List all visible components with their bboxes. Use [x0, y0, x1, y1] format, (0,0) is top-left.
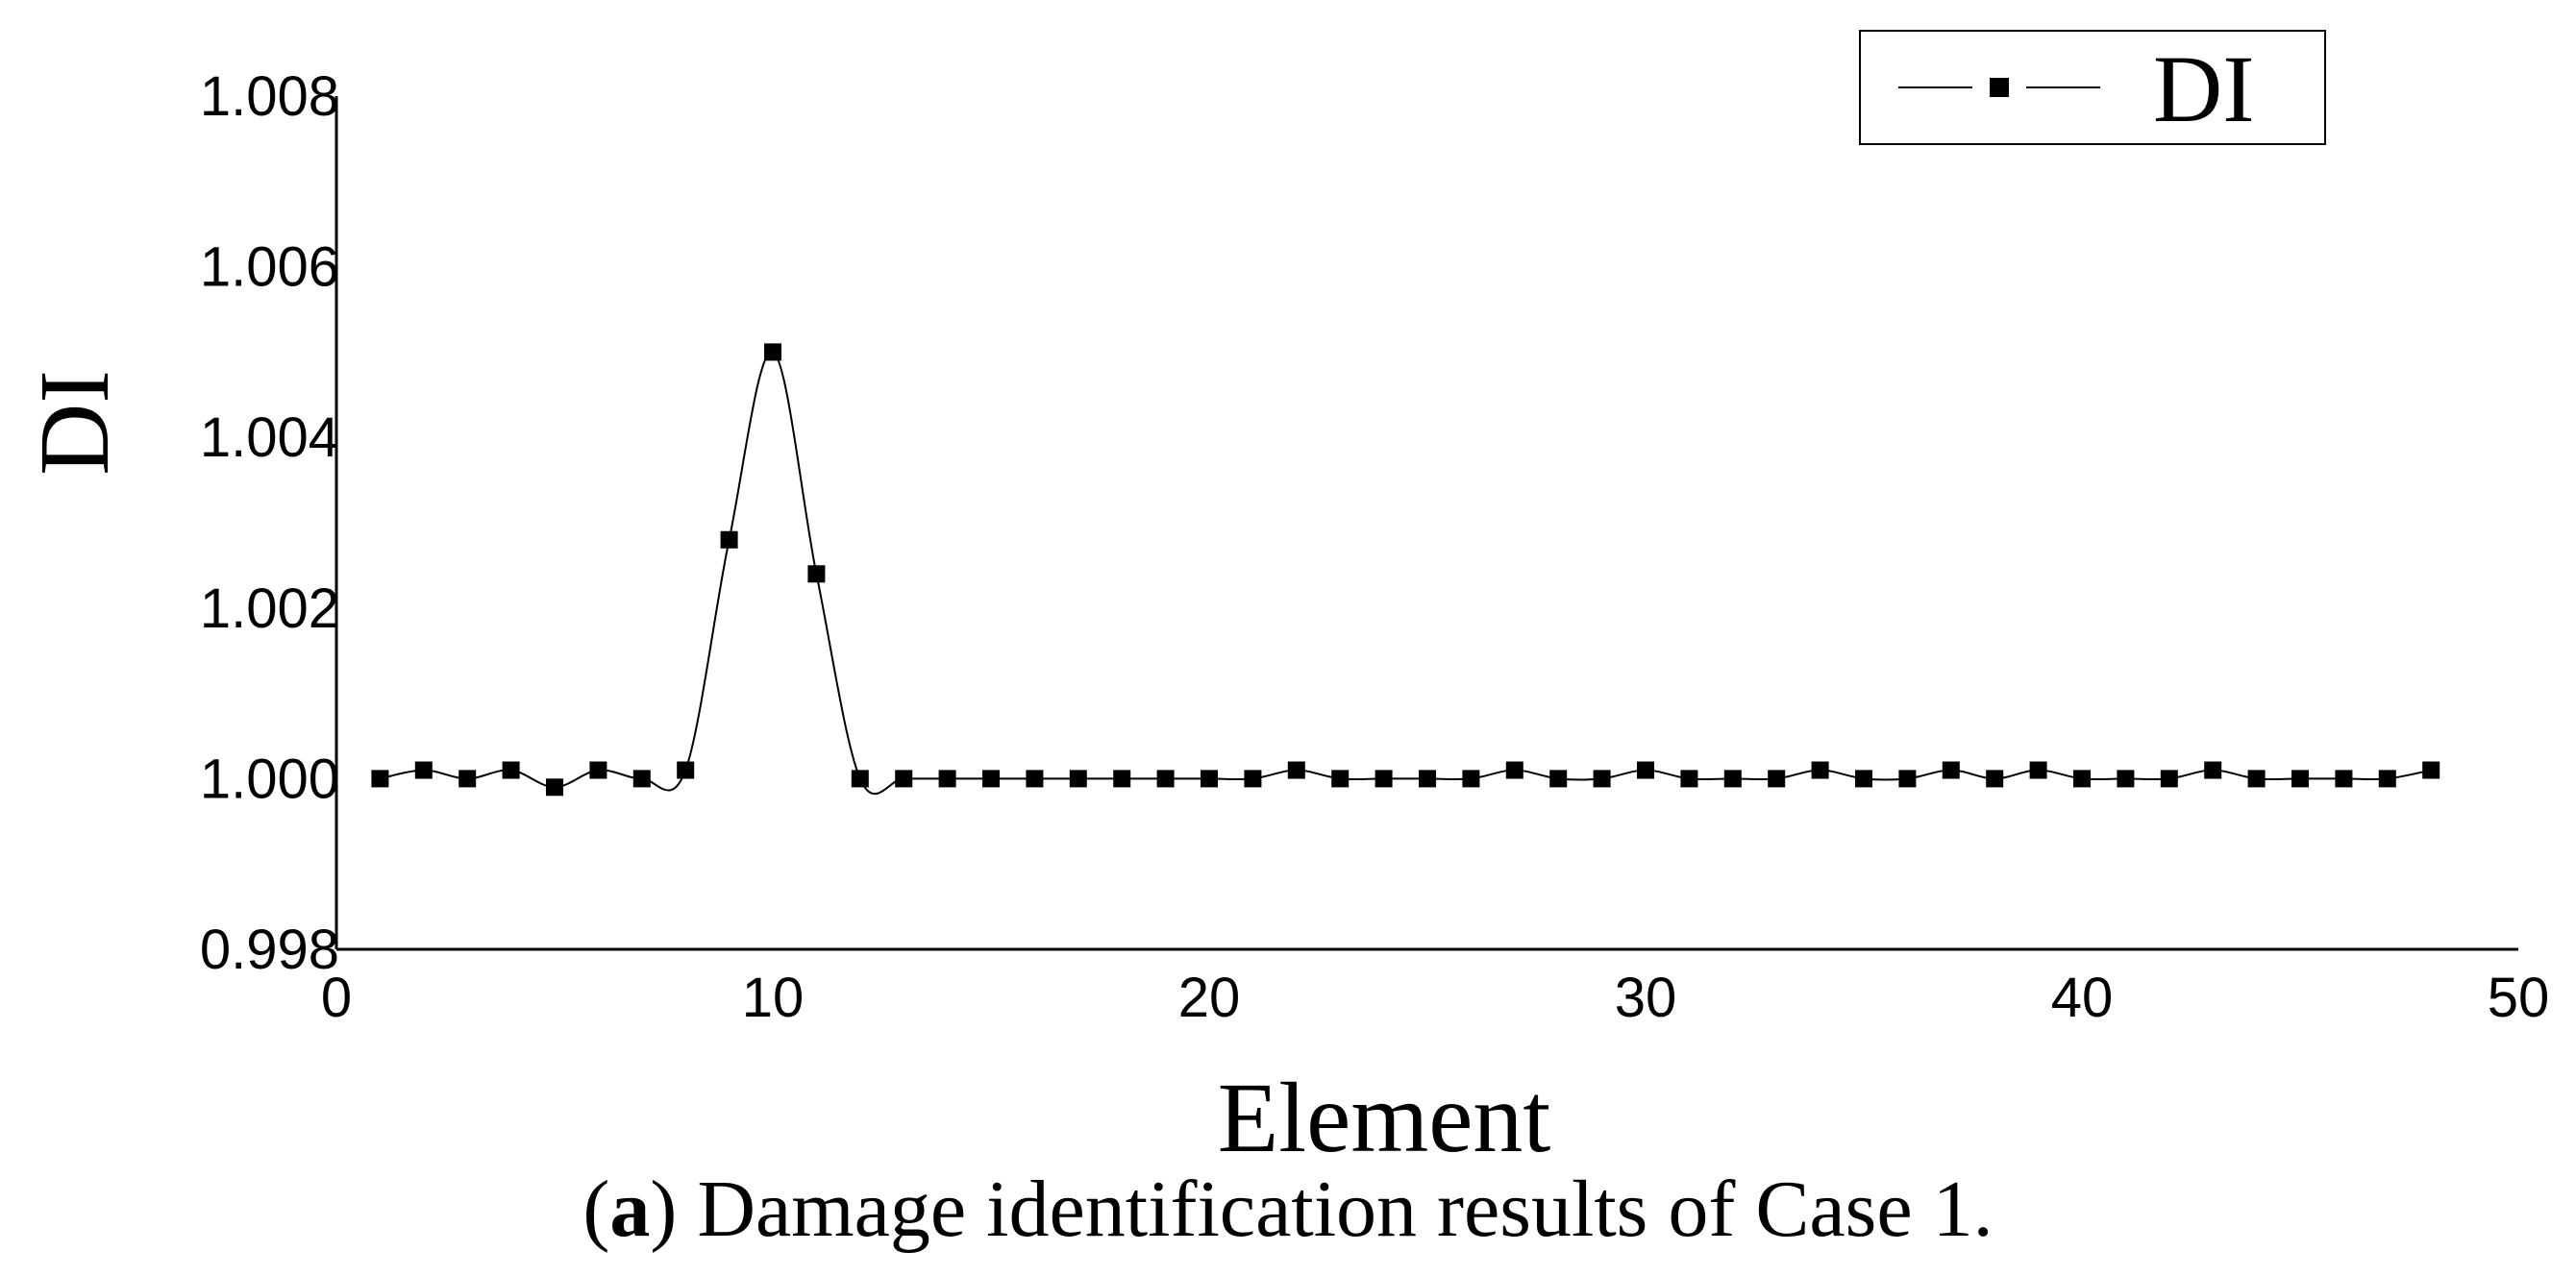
data-point-marker: [851, 770, 869, 788]
data-point-marker: [1462, 770, 1480, 788]
data-point-marker: [1244, 770, 1262, 788]
data-point-marker: [1811, 761, 1829, 779]
x-tick-label: 30: [1615, 967, 1677, 1029]
data-point-marker: [677, 761, 695, 779]
data-point-marker: [982, 770, 1000, 788]
data-point-marker: [502, 761, 520, 779]
data-point-marker: [1026, 770, 1044, 788]
data-point-marker: [1768, 770, 1786, 788]
series-line-di: [380, 351, 2432, 796]
series-markers: [371, 343, 2440, 797]
data-point-marker: [2160, 770, 2178, 788]
x-tick-label: 10: [742, 967, 805, 1029]
data-point-marker: [1723, 770, 1742, 788]
data-point-marker: [1113, 770, 1131, 788]
data-point-marker: [1898, 770, 1917, 788]
data-point-marker: [895, 770, 913, 788]
data-point-marker: [1505, 761, 1523, 779]
data-point-marker: [1156, 770, 1175, 788]
data-point-marker: [1419, 770, 1436, 788]
data-point-marker: [1942, 761, 1960, 779]
data-point-marker: [1201, 770, 1218, 788]
data-point-marker: [2073, 770, 2091, 788]
data-point-marker: [1593, 770, 1611, 788]
data-point-marker: [1331, 770, 1350, 788]
data-point-marker: [1855, 770, 1872, 788]
y-tick-label: 1.008: [200, 65, 339, 128]
x-tick-label: 0: [321, 967, 352, 1029]
legend-marker: [1990, 78, 2009, 97]
y-tick-label: 1.004: [200, 406, 339, 469]
x-axis-title: Element: [1218, 1063, 1551, 1173]
caption-open-paren: (: [582, 1165, 610, 1254]
data-point-marker: [414, 761, 433, 779]
data-point-marker: [720, 530, 738, 549]
data-point-marker: [1680, 770, 1698, 788]
data-point-marker: [2378, 770, 2396, 788]
axes: [334, 96, 2518, 951]
data-point-marker: [2117, 770, 2135, 788]
data-point-marker: [1637, 761, 1654, 779]
caption-label: a: [609, 1165, 651, 1254]
legend: DI: [1859, 30, 2326, 145]
data-point-marker: [2247, 770, 2266, 788]
data-point-marker: [2335, 770, 2353, 788]
y-tick-label: 1.006: [200, 236, 339, 299]
y-axis-title: DI: [19, 370, 130, 476]
y-tick-label: 0.998: [200, 919, 339, 981]
data-point-marker: [807, 565, 826, 583]
data-point-marker: [2422, 761, 2440, 779]
y-tick-label: 1.000: [200, 748, 339, 810]
data-point-marker: [1549, 770, 1568, 788]
caption-text: ) Damage identification results of Case …: [650, 1165, 1994, 1254]
data-point-marker: [1069, 770, 1087, 788]
data-point-marker: [2029, 761, 2047, 779]
data-point-marker: [764, 343, 781, 361]
data-point-marker: [546, 778, 563, 797]
x-tick-label: 40: [2051, 967, 2114, 1029]
data-point-marker: [1287, 761, 1305, 779]
data-point-marker: [1375, 770, 1393, 788]
data-point-marker: [2291, 770, 2309, 788]
y-tick-label: 1.002: [200, 577, 339, 640]
figure-caption: (a) Damage identification results of Cas…: [0, 1163, 2576, 1256]
data-point-marker: [458, 770, 477, 788]
tick-labels: 0 10 20 30 40 50 0.998 1.000 1.002 1.004 1.006 1.00…: [200, 65, 2549, 1029]
data-point-marker: [589, 761, 607, 779]
legend-label-di: DI: [2153, 36, 2255, 142]
data-point-marker: [632, 770, 651, 788]
data-point-marker: [2204, 761, 2222, 779]
x-tick-label: 20: [1178, 967, 1241, 1029]
x-tick-label: 50: [2488, 967, 2550, 1029]
data-point-marker: [371, 770, 389, 788]
data-point-marker: [1986, 770, 2004, 788]
data-point-marker: [938, 770, 956, 788]
